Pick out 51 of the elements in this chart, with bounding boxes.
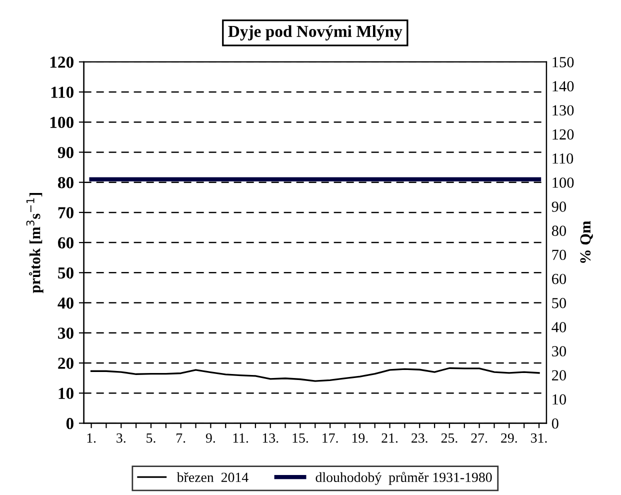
x-tick-label: 25. xyxy=(441,433,458,443)
x-tick-label: 31. xyxy=(531,433,547,443)
y2-tick-label: 90 xyxy=(552,202,566,212)
y2-axis-title: % Qm xyxy=(580,220,593,263)
y2-tick-label: 60 xyxy=(552,274,566,284)
line-series xyxy=(90,367,540,382)
x-tick-label: 15. xyxy=(292,433,308,443)
x-tick-label: 17. xyxy=(322,433,338,443)
y-tick-label: 80 xyxy=(58,177,74,188)
x-tick-label: 11. xyxy=(233,433,248,443)
x-tick-label: 19. xyxy=(352,433,368,443)
y2-tick-label: 130 xyxy=(552,105,574,116)
y2-tick-label: 120 xyxy=(552,129,574,140)
x-tick-label: 29. xyxy=(501,433,517,443)
x-tick-label: 13. xyxy=(262,433,278,443)
y-tick-label: 40 xyxy=(58,297,74,309)
y-axis-title: průtok [m$^{3}$s$^{−1}$] xyxy=(26,193,44,294)
y2-tick-label: 30 xyxy=(552,346,566,356)
y-tick-label: 0 xyxy=(66,418,74,430)
y2-tick-label: 140 xyxy=(552,81,574,92)
legend-label: březen 2014 xyxy=(176,472,248,482)
x-tick-label: 5. xyxy=(146,433,156,443)
x-tick-label: 21. xyxy=(382,433,398,443)
y-tick-label: 20 xyxy=(58,358,74,369)
x-tick-label: 1. xyxy=(87,433,96,443)
legend-label: dlouhodobý průměr 1931-1980 xyxy=(316,472,492,485)
y2-tick-label: 70 xyxy=(552,250,566,260)
y2-tick-label: 20 xyxy=(552,370,566,380)
y-tick-label: 100 xyxy=(50,116,74,128)
y2-tick-label: 150 xyxy=(552,57,574,68)
y-tick-label: 120 xyxy=(50,56,74,68)
x-tick-label: 7. xyxy=(176,433,186,443)
y-tick-label: 60 xyxy=(58,237,74,248)
y-tick-label: 30 xyxy=(58,328,74,339)
x-tick-label: 3. xyxy=(116,433,126,443)
chart-title: Dyje pod Novými Mlýny xyxy=(228,25,402,40)
x-tick-label: 27. xyxy=(471,433,488,443)
y-tick-label: 70 xyxy=(58,207,74,218)
x-tick-label: 23. xyxy=(412,433,428,443)
y2-tick-label: 0 xyxy=(552,418,558,429)
y-tick-label: 50 xyxy=(58,267,74,279)
y-tick-label: 110 xyxy=(51,86,74,98)
x-tick-label: 9. xyxy=(206,433,215,443)
y2-tick-label: 50 xyxy=(552,298,566,308)
y2-tick-label: 100 xyxy=(552,177,574,188)
y2-tick-label: 80 xyxy=(552,226,566,236)
y-tick-label: 90 xyxy=(58,146,74,158)
y-tick-label: 10 xyxy=(58,388,74,400)
y2-tick-label: 110 xyxy=(552,153,574,164)
y2-tick-label: 40 xyxy=(552,322,566,332)
y2-tick-label: 10 xyxy=(552,394,566,405)
